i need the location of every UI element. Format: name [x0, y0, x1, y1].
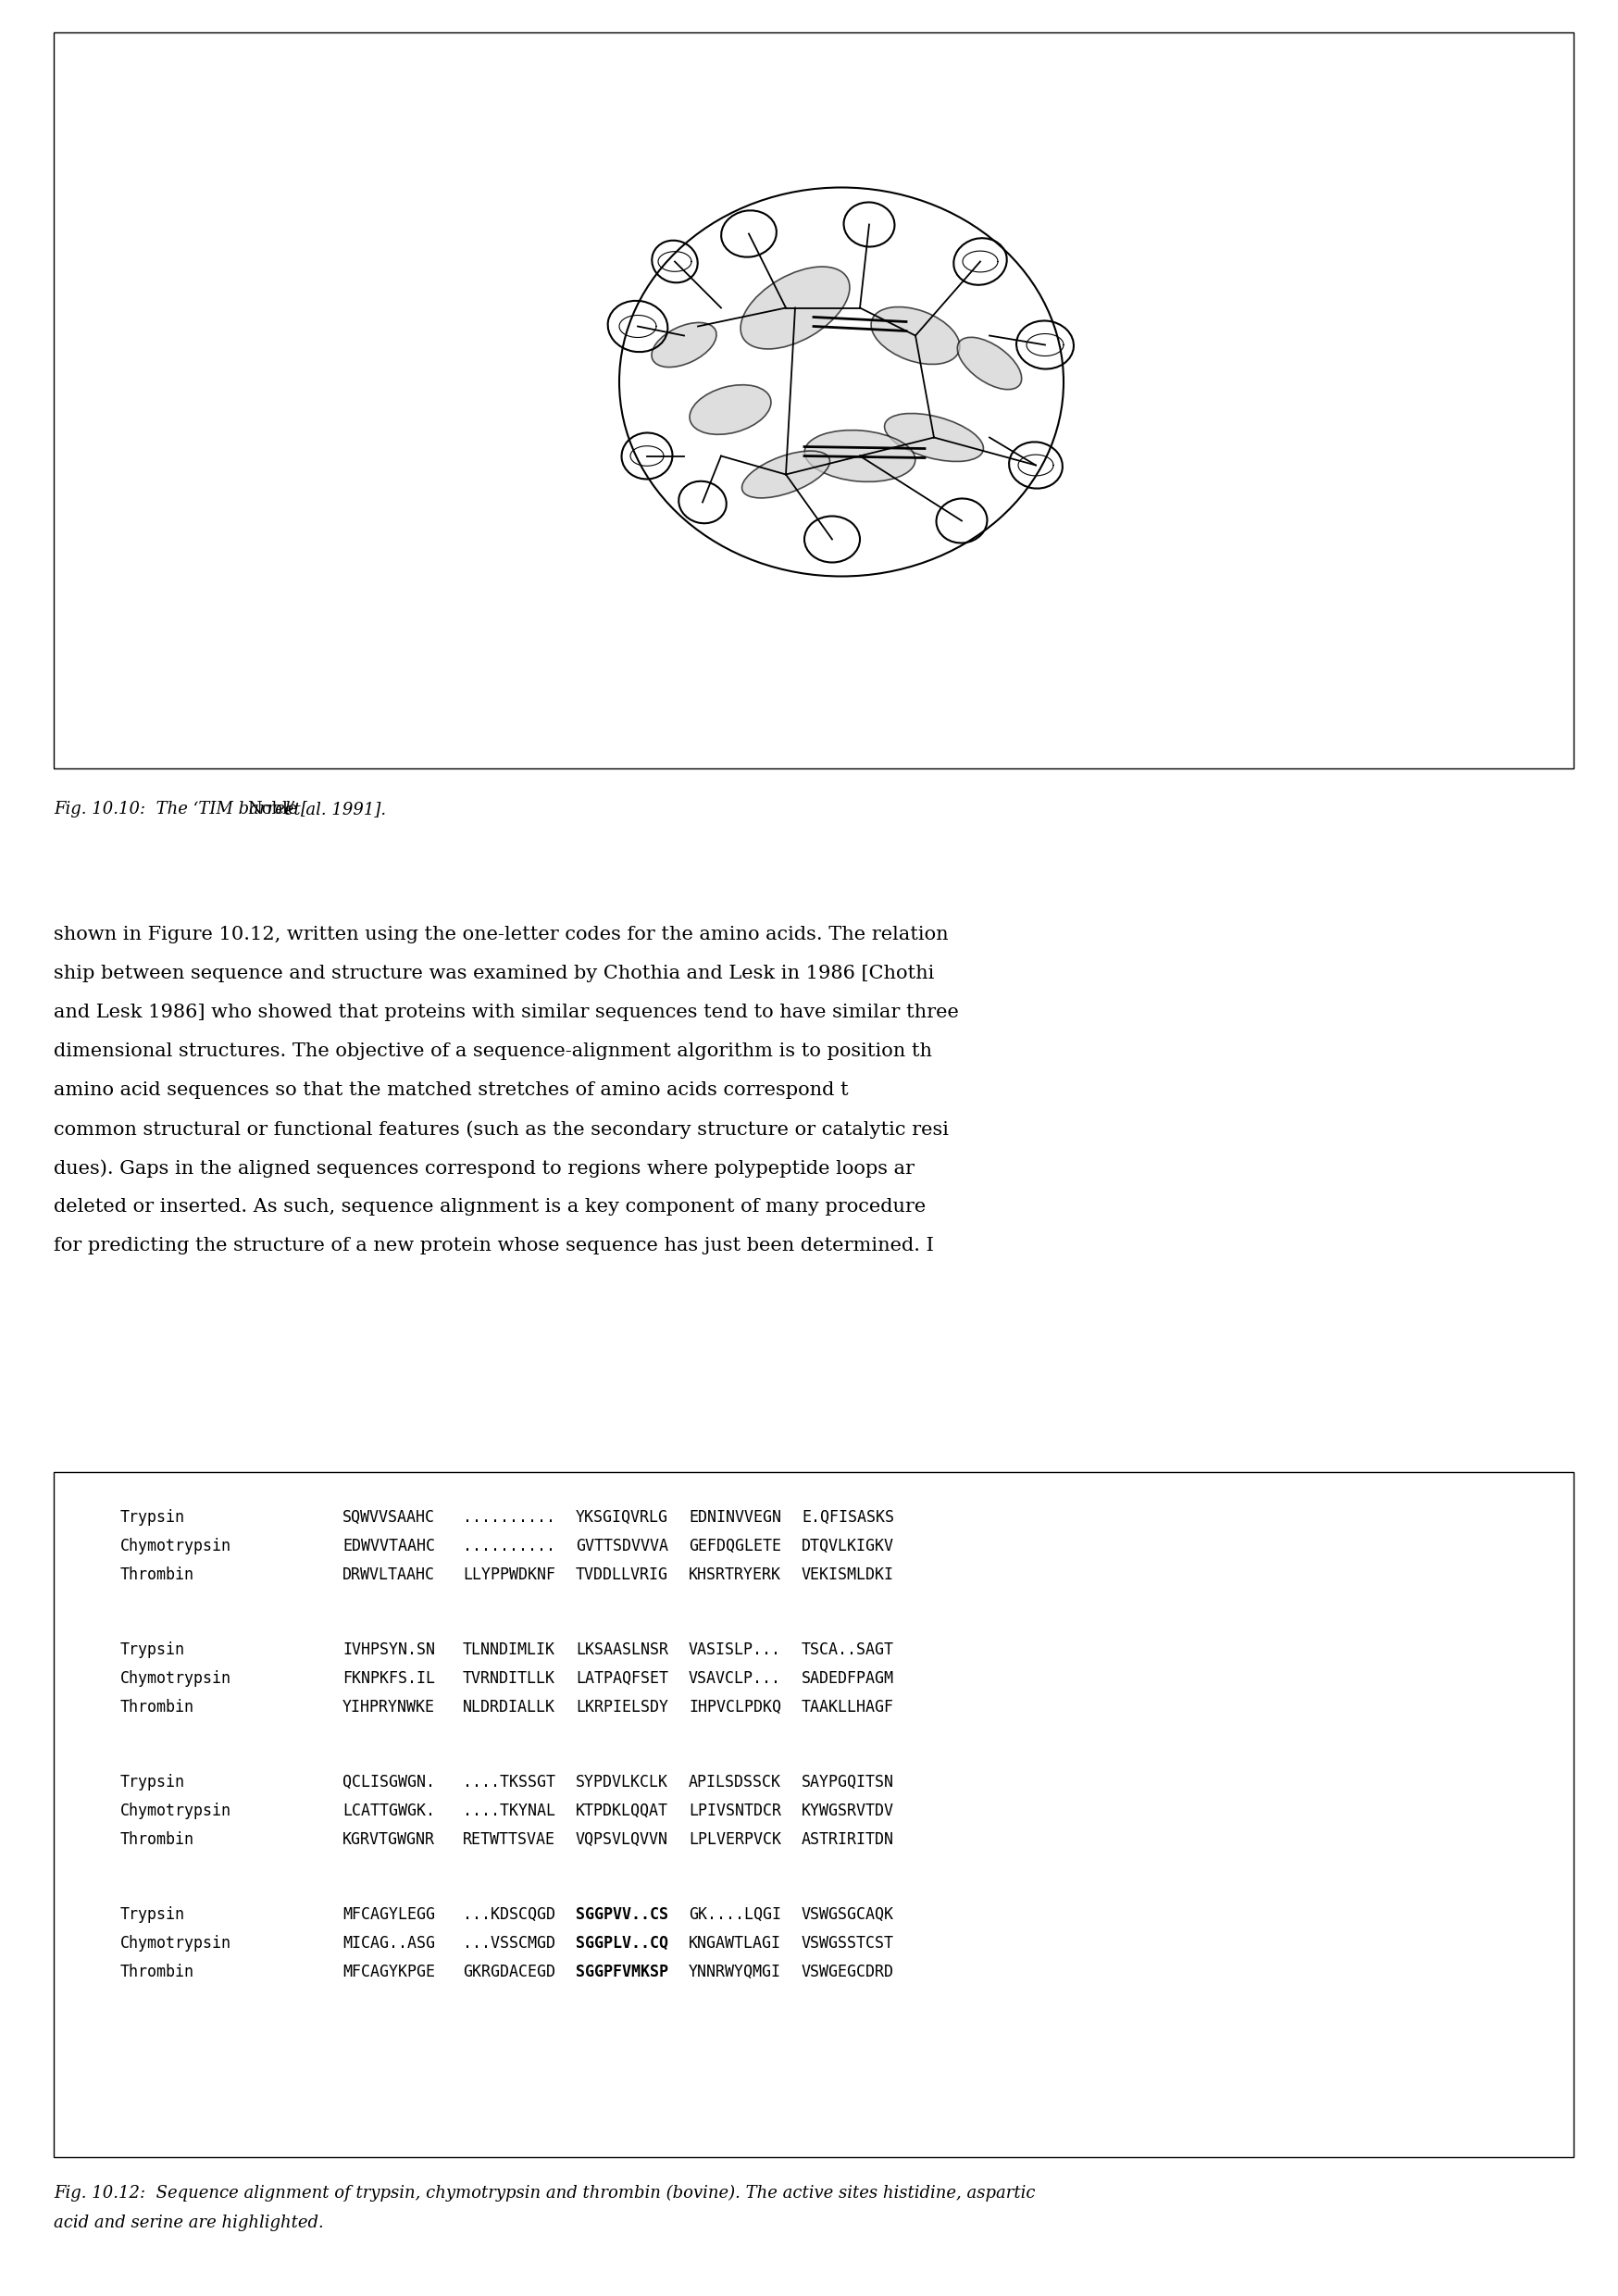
Text: Chymotrypsin: Chymotrypsin — [120, 1538, 231, 1554]
Text: Fig. 10.12:  Sequence alignment of trypsin, chymotrypsin and thrombin (bovine). : Fig. 10.12: Sequence alignment of trypsi… — [53, 2186, 1036, 2202]
Text: NLDRDIALLK: NLDRDIALLK — [463, 1699, 555, 1715]
Ellipse shape — [804, 429, 916, 482]
Text: MFCAGYKPGE: MFCAGYKPGE — [343, 1963, 435, 1979]
Text: SGGPFVMKSP: SGGPFVMKSP — [576, 1963, 668, 1979]
Text: KYWGSRVTDV: KYWGSRVTDV — [801, 1802, 895, 1818]
Text: acid and serine are highlighted.: acid and serine are highlighted. — [53, 2216, 324, 2232]
Text: GK....LQGI: GK....LQGI — [689, 1906, 781, 1924]
Text: LPIVSNTDCR: LPIVSNTDCR — [689, 1802, 781, 1818]
Text: VEKISMLDKI: VEKISMLDKI — [801, 1566, 895, 1584]
Text: FKNPKFS.IL: FKNPKFS.IL — [343, 1669, 435, 1688]
Text: VSAVCLP...: VSAVCLP... — [689, 1669, 781, 1688]
Text: DTQVLKIGKV: DTQVLKIGKV — [801, 1538, 895, 1554]
Text: Thrombin: Thrombin — [120, 1699, 194, 1715]
Bar — [53, 1472, 1574, 2158]
Bar — [53, 32, 1574, 769]
Ellipse shape — [689, 386, 772, 434]
Text: SYPDVLKCLK: SYPDVLKCLK — [576, 1775, 668, 1791]
Text: Thrombin: Thrombin — [120, 1832, 194, 1848]
Text: Trypsin: Trypsin — [120, 1775, 184, 1791]
Text: Trypsin: Trypsin — [120, 1642, 184, 1658]
Text: SAYPGQITSN: SAYPGQITSN — [801, 1775, 895, 1791]
Text: E.QFISASKS: E.QFISASKS — [801, 1508, 895, 1527]
Ellipse shape — [885, 413, 984, 461]
Text: Chymotrypsin: Chymotrypsin — [120, 1669, 231, 1688]
Text: TSCA..SAGT: TSCA..SAGT — [801, 1642, 895, 1658]
Text: VQPSVLQVVN: VQPSVLQVVN — [576, 1832, 668, 1848]
Text: ship between sequence and structure was examined by Chothia and Lesk in 1986 [Ch: ship between sequence and structure was … — [53, 964, 934, 983]
Text: VSWGEGCDRD: VSWGEGCDRD — [801, 1963, 895, 1979]
Ellipse shape — [743, 450, 830, 498]
Text: dimensional structures. The objective of a sequence-alignment algorithm is to po: dimensional structures. The objective of… — [53, 1042, 932, 1061]
Text: RETWTTSVAE: RETWTTSVAE — [463, 1832, 555, 1848]
Text: ....TKYNAL: ....TKYNAL — [463, 1802, 555, 1818]
Text: and Lesk 1986] who showed that proteins with similar sequences tend to have simi: and Lesk 1986] who showed that proteins … — [53, 1003, 959, 1022]
Text: SGGPLV..CQ: SGGPLV..CQ — [576, 1936, 668, 1952]
Ellipse shape — [741, 266, 849, 349]
Text: ...KDSCQGD: ...KDSCQGD — [463, 1906, 555, 1924]
Text: IHPVCLPDKQ: IHPVCLPDKQ — [689, 1699, 781, 1715]
Text: Thrombin: Thrombin — [120, 1963, 194, 1979]
Text: MICAG..ASG: MICAG..ASG — [343, 1936, 435, 1952]
Text: Trypsin: Trypsin — [120, 1508, 184, 1527]
Text: ..........: .......... — [463, 1538, 555, 1554]
Text: GKRGDACEGD: GKRGDACEGD — [463, 1963, 555, 1979]
Text: GEFDQGLETE: GEFDQGLETE — [689, 1538, 781, 1554]
Text: LKRPIELSDY: LKRPIELSDY — [576, 1699, 668, 1715]
Text: Trypsin: Trypsin — [120, 1906, 184, 1924]
Text: VSWGSGCAQK: VSWGSGCAQK — [801, 1906, 895, 1924]
Text: amino acid sequences so that the matched stretches of amino acids correspond t: amino acid sequences so that the matched… — [53, 1081, 848, 1100]
Text: MFCAGYLEGG: MFCAGYLEGG — [343, 1906, 435, 1924]
Text: TAAKLLHAGF: TAAKLLHAGF — [801, 1699, 895, 1715]
Text: EDNINVVEGN: EDNINVVEGN — [689, 1508, 781, 1527]
Text: KTPDKLQQAT: KTPDKLQQAT — [576, 1802, 668, 1818]
Text: YNNRWYQMGI: YNNRWYQMGI — [689, 1963, 781, 1979]
Text: APILSDSSCK: APILSDSSCK — [689, 1775, 781, 1791]
Text: deleted or inserted. As such, sequence alignment is a key component of many proc: deleted or inserted. As such, sequence a… — [53, 1199, 925, 1215]
Text: Chymotrypsin: Chymotrypsin — [120, 1802, 231, 1818]
Text: LCATTGWGK.: LCATTGWGK. — [343, 1802, 435, 1818]
Text: VSWGSSTCST: VSWGSSTCST — [801, 1936, 895, 1952]
Text: Thrombin: Thrombin — [120, 1566, 194, 1584]
Text: Chymotrypsin: Chymotrypsin — [120, 1936, 231, 1952]
Text: EDWVVTAAHC: EDWVVTAAHC — [343, 1538, 435, 1554]
Text: LKSAASLNSR: LKSAASLNSR — [576, 1642, 668, 1658]
Text: for predicting the structure of a new protein whose sequence has just been deter: for predicting the structure of a new pr… — [53, 1238, 934, 1254]
Text: LPLVERPVCK: LPLVERPVCK — [689, 1832, 781, 1848]
Text: common structural or functional features (such as the secondary structure or cat: common structural or functional features… — [53, 1120, 948, 1139]
Text: TVDDLLVRIG: TVDDLLVRIG — [576, 1566, 668, 1584]
Text: SADEDFPAGM: SADEDFPAGM — [801, 1669, 895, 1688]
Text: KHSRTRYERK: KHSRTRYERK — [689, 1566, 781, 1584]
Text: ASTRIRITDN: ASTRIRITDN — [801, 1832, 895, 1848]
Text: LATPAQFSET: LATPAQFSET — [576, 1669, 668, 1688]
Text: Noble: Noble — [248, 801, 298, 817]
Text: ...VSSCMGD: ...VSSCMGD — [463, 1936, 555, 1952]
Ellipse shape — [958, 338, 1021, 390]
Text: TVRNDITLLK: TVRNDITLLK — [463, 1669, 555, 1688]
Text: ....TKSSGT: ....TKSSGT — [463, 1775, 555, 1791]
Text: KNGAWTLAGI: KNGAWTLAGI — [689, 1936, 781, 1952]
Text: GVTTSDVVVA: GVTTSDVVVA — [576, 1538, 668, 1554]
Text: ..........: .......... — [463, 1508, 555, 1527]
Text: YKSGIQVRLG: YKSGIQVRLG — [576, 1508, 668, 1527]
Text: SQWVVSAAHC: SQWVVSAAHC — [343, 1508, 435, 1527]
Text: LLYPPWDKNF: LLYPPWDKNF — [463, 1566, 555, 1584]
Text: dues). Gaps in the aligned sequences correspond to regions where polypeptide loo: dues). Gaps in the aligned sequences cor… — [53, 1159, 914, 1178]
Text: KGRVTGWGNR: KGRVTGWGNR — [343, 1832, 435, 1848]
Ellipse shape — [652, 321, 717, 367]
Ellipse shape — [870, 308, 959, 365]
Text: VASISLP...: VASISLP... — [689, 1642, 781, 1658]
Text: Fig. 10.10:  The ‘TIM barrel’ [: Fig. 10.10: The ‘TIM barrel’ [ — [53, 801, 307, 817]
Text: TLNNDIMLIK: TLNNDIMLIK — [463, 1642, 555, 1658]
Text: IVHPSYN.SN: IVHPSYN.SN — [343, 1642, 435, 1658]
Text: shown in Figure 10.12, written using the one-letter codes for the amino acids. T: shown in Figure 10.12, written using the… — [53, 925, 948, 944]
Text: QCLISGWGN.: QCLISGWGN. — [343, 1775, 435, 1791]
Text: et al. 1991].: et al. 1991]. — [278, 801, 387, 817]
Text: DRWVLTAAHC: DRWVLTAAHC — [343, 1566, 435, 1584]
Text: SGGPVV..CS: SGGPVV..CS — [576, 1906, 668, 1924]
Text: YIHPRYNWKE: YIHPRYNWKE — [343, 1699, 435, 1715]
